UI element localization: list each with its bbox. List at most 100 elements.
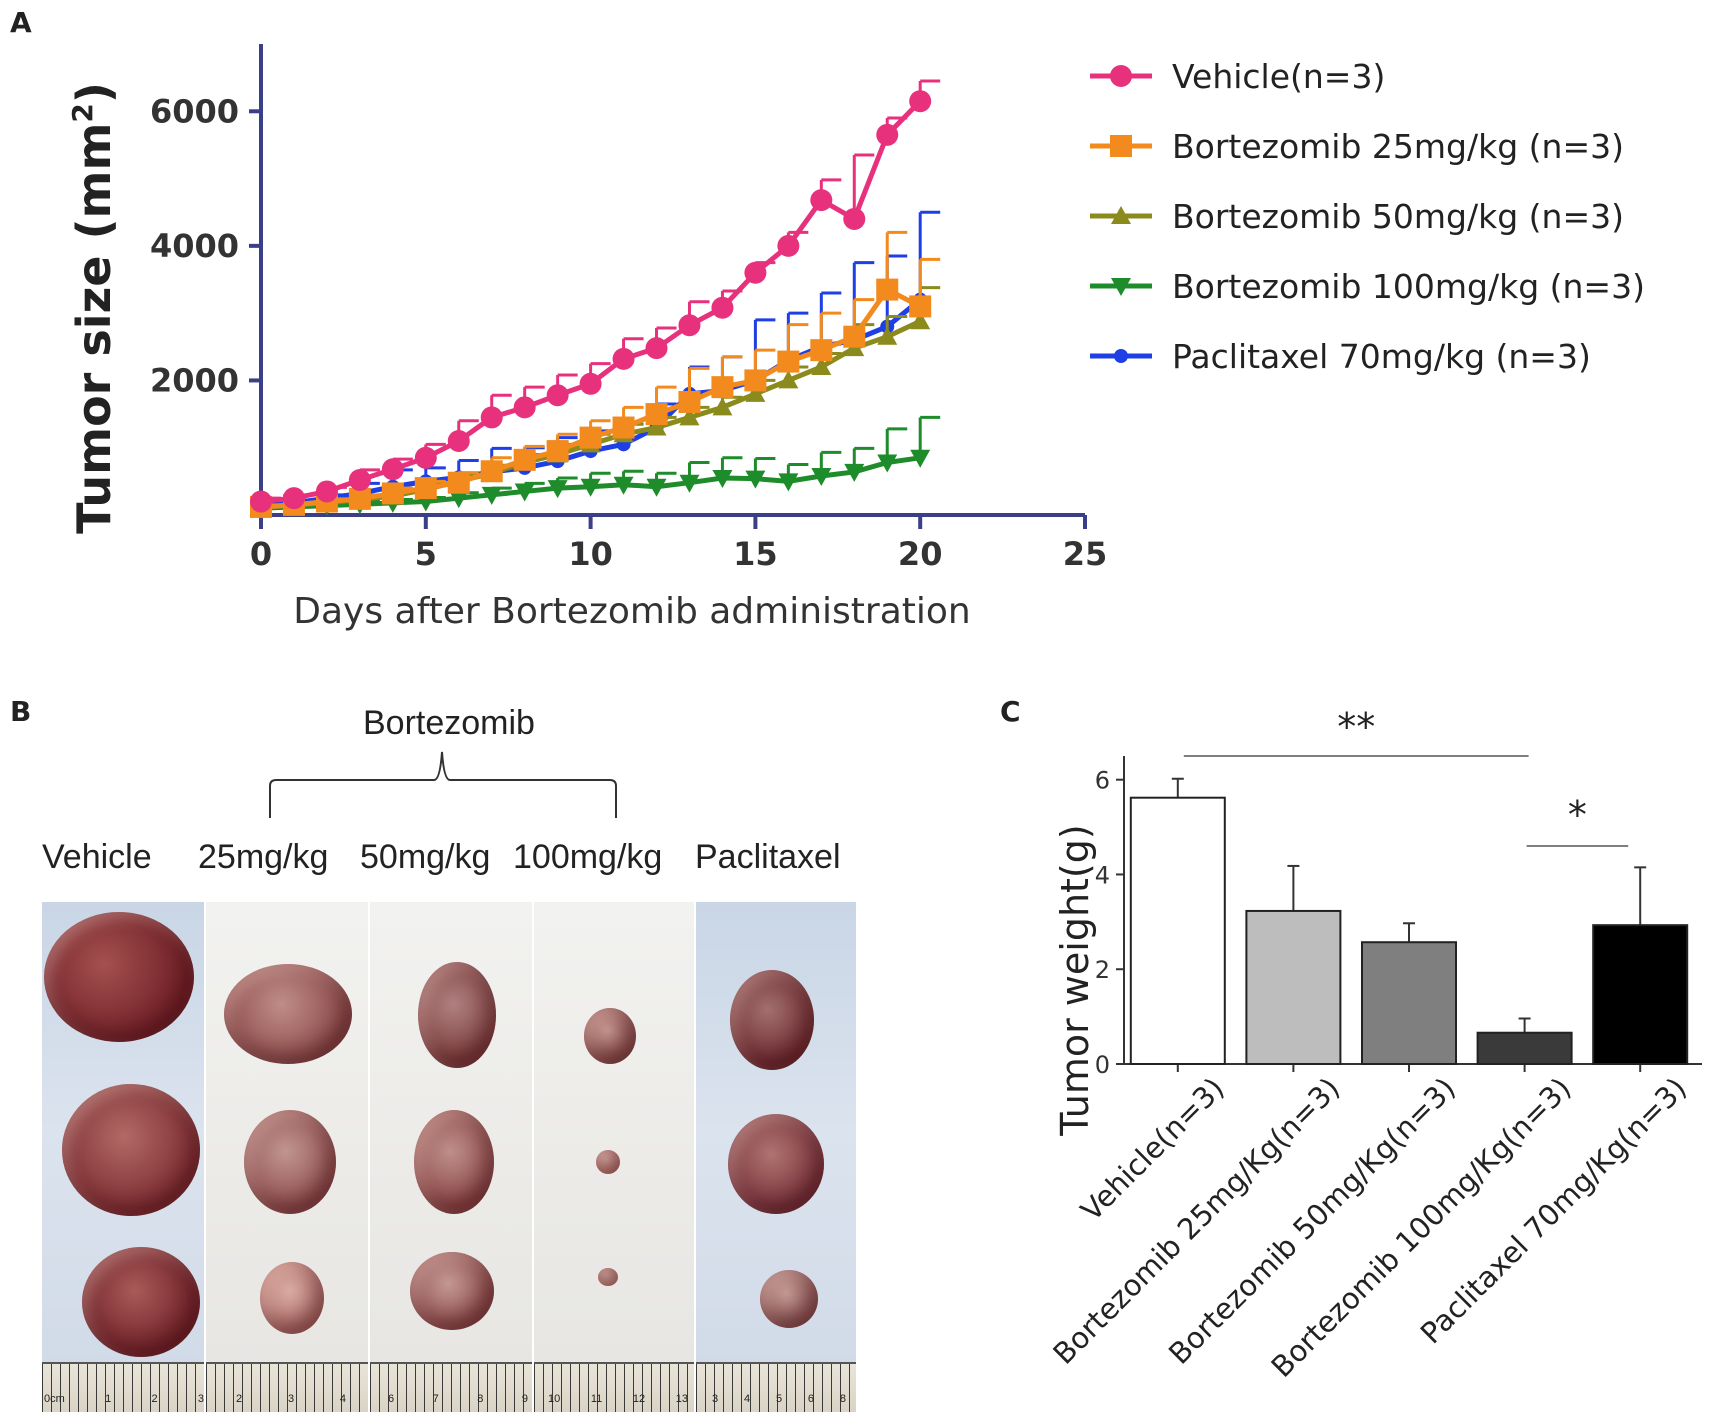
bar [1245, 909, 1342, 1065]
data-point [381, 482, 404, 505]
x-tick-label: 5 [415, 535, 437, 573]
legend-marker [1111, 206, 1131, 224]
chart-a-legend: Vehicle(n=3) Bortezomib 25mg/kg (n=3) Bort… [1090, 57, 1645, 376]
x-tick-label: 25 [1063, 535, 1108, 573]
data-point [712, 397, 733, 416]
data-point [414, 477, 437, 500]
data-point [513, 448, 536, 471]
data-point [580, 478, 601, 497]
tumor-photo-paclitaxel [696, 902, 856, 1412]
ruler-numbers-paclitaxel: 3 4 5 6 8 [712, 1393, 846, 1405]
group-brace [269, 751, 617, 818]
data-point [744, 369, 767, 392]
ruler-number: 3 [712, 1393, 719, 1405]
panel-c-letter: C [1000, 695, 1021, 728]
legend-label: Bortezomib 100mg/kg (n=3) [1172, 267, 1645, 306]
panel-b-letter: B [10, 695, 32, 728]
series-1 [250, 230, 941, 518]
data-point [645, 403, 668, 426]
data-point [712, 469, 733, 488]
chart-a-y-axis-label: Tumor size (mm2) [66, 82, 121, 534]
data-point [679, 474, 700, 493]
ruler-number: 3 [287, 1393, 295, 1405]
data-point [514, 483, 535, 502]
ruler-numbers-vehicle: 0cm 1 2 3 [44, 1393, 204, 1405]
data-point [711, 296, 734, 319]
data-point [282, 487, 305, 510]
chart-a-series [250, 79, 941, 519]
data-point [745, 383, 766, 402]
tumor-photo-100mg [534, 902, 694, 1412]
data-point [678, 314, 701, 337]
legend-label: Vehicle(n=3) [1172, 57, 1385, 96]
tumor-photo-vehicle [42, 902, 204, 1412]
photo-label-25mg: 25mg/kg [198, 838, 329, 876]
ruler-number: 7 [432, 1393, 439, 1405]
data-point [877, 326, 898, 345]
data-point [778, 370, 799, 389]
tumor-growth-line-chart: 0 5 10 15 20 25 2000 4000 6000 Days after Bortez… [66, 44, 1645, 632]
data-point [447, 429, 470, 452]
ruler-number: 2 [151, 1393, 158, 1405]
data-point [777, 234, 800, 257]
ruler-numbers-50mg: 6 7 8 9 [388, 1393, 528, 1405]
ruler-numbers-25mg: 2 3 4 [236, 1393, 346, 1405]
data-point [315, 480, 338, 503]
bar [1129, 796, 1226, 1066]
chart-a-x-axis-label: Days after Bortezomib administration [293, 591, 970, 632]
chart-c-bars [1129, 777, 1689, 1066]
ruler-number: 11 [590, 1393, 603, 1405]
photo-label-vehicle: Vehicle [42, 838, 152, 876]
ruler-number: 0cm [44, 1393, 65, 1405]
legend-marker [1111, 278, 1131, 296]
data-point [678, 390, 701, 413]
bar [1592, 924, 1689, 1065]
legend-marker [1110, 65, 1132, 87]
data-point [909, 295, 932, 318]
ruler-number: 13 [675, 1393, 688, 1405]
data-point [745, 470, 766, 489]
significance-label: * [1568, 793, 1587, 837]
bar [1476, 1031, 1573, 1066]
data-point [843, 207, 866, 230]
ruler-number: 6 [388, 1393, 395, 1405]
ruler-number: 4 [743, 1393, 751, 1405]
ruler-number: 8 [477, 1393, 484, 1405]
data-point [844, 463, 865, 482]
data-point [547, 480, 568, 499]
data-point [876, 123, 899, 146]
data-point [613, 476, 634, 495]
data-point [777, 350, 800, 373]
chart-c-y-axis-label: Tumor weight(g) [1053, 824, 1097, 1136]
ruler-numbers-100mg: 10 11 12 13 [548, 1393, 688, 1405]
tumor-photo-25mg [206, 902, 368, 1412]
data-point [646, 417, 667, 436]
y-tick-label: 4 [1095, 861, 1110, 889]
data-point [810, 339, 833, 362]
y-tick-label: 2 [1095, 956, 1110, 984]
data-point [579, 372, 602, 395]
data-point [448, 490, 469, 509]
photo-label-50mg: 50mg/kg [360, 838, 491, 876]
data-point [877, 454, 898, 473]
data-point [778, 473, 799, 492]
data-point [481, 486, 502, 505]
legend-marker [1110, 135, 1132, 157]
y-tick-label: 0 [1095, 1051, 1110, 1079]
data-point [810, 189, 833, 212]
ruler [370, 1362, 532, 1412]
ruler [206, 1362, 368, 1412]
data-point [811, 467, 832, 486]
data-point [546, 384, 569, 407]
data-point [876, 278, 899, 301]
data-point [579, 426, 602, 449]
significance-label: ** [1337, 705, 1375, 749]
data-point [910, 449, 931, 468]
bortezomib-group-header: Bortezomib [363, 704, 535, 742]
ruler-number: 5 [775, 1393, 783, 1405]
data-point [612, 416, 635, 439]
series-4 [254, 210, 941, 512]
data-point [546, 440, 569, 463]
data-point [447, 471, 470, 494]
